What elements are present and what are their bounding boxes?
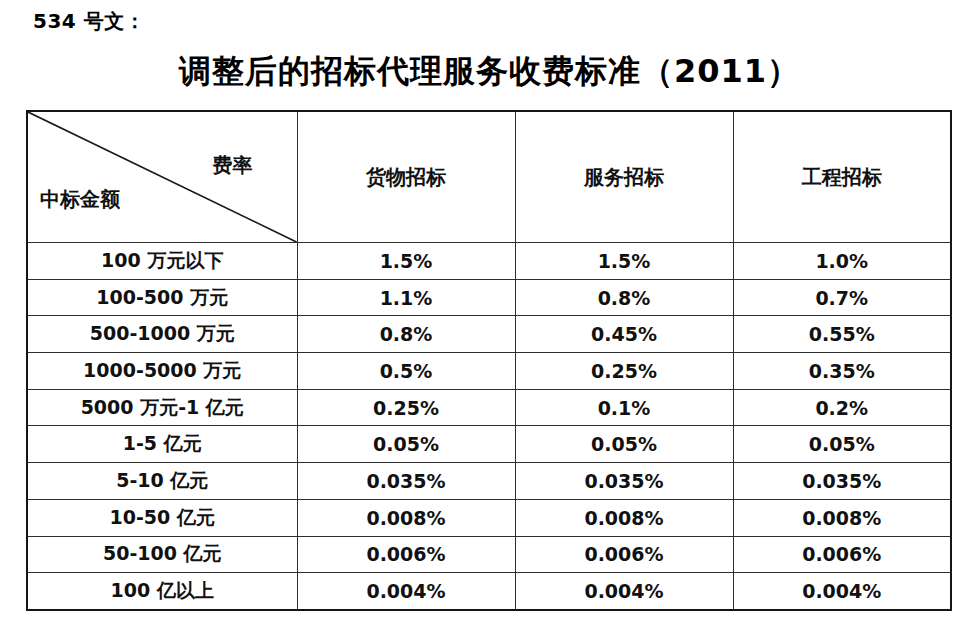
corner-label-amount: 中标金额 bbox=[40, 186, 120, 213]
rate-cell: 1.5% bbox=[297, 243, 515, 280]
table-row: 5-10 亿元 0.035% 0.035% 0.035% bbox=[27, 463, 951, 500]
column-header-services: 服务招标 bbox=[515, 111, 733, 243]
rate-cell: 0.35% bbox=[733, 353, 951, 390]
rate-cell: 0.004% bbox=[297, 573, 515, 610]
rate-cell: 0.8% bbox=[515, 279, 733, 316]
row-label-cell: 500-1000 万元 bbox=[27, 316, 297, 353]
rate-cell: 0.004% bbox=[515, 573, 733, 610]
rate-cell: 0.008% bbox=[733, 499, 951, 536]
diagonal-divider bbox=[28, 112, 297, 242]
rate-cell: 0.7% bbox=[733, 279, 951, 316]
rate-cell: 0.006% bbox=[297, 536, 515, 573]
rate-cell: 0.1% bbox=[515, 389, 733, 426]
corner-header-cell: 费率 中标金额 bbox=[27, 111, 297, 243]
rate-cell: 0.004% bbox=[733, 573, 951, 610]
rate-cell: 0.2% bbox=[733, 389, 951, 426]
table-row: 100 万元以下 1.5% 1.5% 1.0% bbox=[27, 243, 951, 280]
rate-cell: 0.006% bbox=[733, 536, 951, 573]
rate-cell: 1.0% bbox=[733, 243, 951, 280]
row-label-cell: 100 万元以下 bbox=[27, 243, 297, 280]
rate-cell: 0.006% bbox=[515, 536, 733, 573]
rate-cell: 1.5% bbox=[515, 243, 733, 280]
row-label-cell: 5000 万元-1 亿元 bbox=[27, 389, 297, 426]
table-row: 1000-5000 万元 0.5% 0.25% 0.35% bbox=[27, 353, 951, 390]
rate-cell: 0.035% bbox=[297, 463, 515, 500]
table-row: 5000 万元-1 亿元 0.25% 0.1% 0.2% bbox=[27, 389, 951, 426]
row-label-cell: 50-100 亿元 bbox=[27, 536, 297, 573]
column-header-engineering: 工程招标 bbox=[733, 111, 951, 243]
rate-cell: 0.55% bbox=[733, 316, 951, 353]
row-label-cell: 100 亿以上 bbox=[27, 573, 297, 610]
table-row: 100 亿以上 0.004% 0.004% 0.004% bbox=[27, 573, 951, 610]
table-row: 50-100 亿元 0.006% 0.006% 0.006% bbox=[27, 536, 951, 573]
rate-cell: 0.25% bbox=[297, 389, 515, 426]
column-header-goods: 货物招标 bbox=[297, 111, 515, 243]
corner-label-rate: 费率 bbox=[213, 152, 253, 179]
rate-cell: 0.008% bbox=[515, 499, 733, 536]
table-row: 100-500 万元 1.1% 0.8% 0.7% bbox=[27, 279, 951, 316]
row-label-cell: 100-500 万元 bbox=[27, 279, 297, 316]
rate-cell: 0.05% bbox=[733, 426, 951, 463]
rate-cell: 0.05% bbox=[297, 426, 515, 463]
table-row: 10-50 亿元 0.008% 0.008% 0.008% bbox=[27, 499, 951, 536]
doc-number-label: 534 号文： bbox=[33, 8, 145, 35]
rate-cell: 0.5% bbox=[297, 353, 515, 390]
rate-cell: 0.8% bbox=[297, 316, 515, 353]
rate-cell: 0.008% bbox=[297, 499, 515, 536]
rate-cell: 0.035% bbox=[515, 463, 733, 500]
rate-cell: 1.1% bbox=[297, 279, 515, 316]
rate-cell: 0.035% bbox=[733, 463, 951, 500]
header-row: 费率 中标金额 货物招标 服务招标 工程招标 bbox=[27, 111, 951, 243]
page-title: 调整后的招标代理服务收费标准（2011） bbox=[0, 50, 979, 94]
fee-rate-table: 费率 中标金额 货物招标 服务招标 工程招标 100 万元以下 1.5% 1.5… bbox=[26, 110, 952, 611]
row-label-cell: 1000-5000 万元 bbox=[27, 353, 297, 390]
table-row: 500-1000 万元 0.8% 0.45% 0.55% bbox=[27, 316, 951, 353]
document-page: 534 号文： 调整后的招标代理服务收费标准（2011） 费率 中标金额 货物招… bbox=[0, 0, 979, 629]
row-label-cell: 10-50 亿元 bbox=[27, 499, 297, 536]
table-row: 1-5 亿元 0.05% 0.05% 0.05% bbox=[27, 426, 951, 463]
row-label-cell: 5-10 亿元 bbox=[27, 463, 297, 500]
rate-cell: 0.45% bbox=[515, 316, 733, 353]
rate-cell: 0.05% bbox=[515, 426, 733, 463]
row-label-cell: 1-5 亿元 bbox=[27, 426, 297, 463]
rate-cell: 0.25% bbox=[515, 353, 733, 390]
